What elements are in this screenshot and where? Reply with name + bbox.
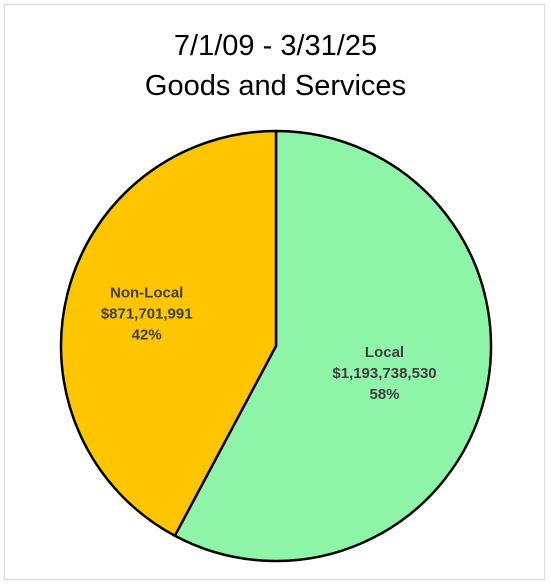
pie-slice-local — [173, 129, 493, 563]
label-value-non-local: $871,701,991 — [101, 306, 193, 323]
chart-title-line-2: Goods and Services — [144, 70, 407, 102]
data-label-local: Local $1,193,738,530 58% — [332, 344, 436, 403]
pie-slice-non-local — [59, 129, 278, 537]
label-percent-local: 58% — [369, 386, 399, 403]
label-category-local: Local — [365, 344, 404, 361]
data-label-non-local: Non-Local $871,701,991 42% — [101, 285, 193, 344]
label-percent-non-local: 42% — [132, 327, 162, 344]
label-category-non-local: Non-Local — [110, 285, 183, 302]
label-value-local: $1,193,738,530 — [332, 365, 436, 382]
chart-title-line-1: 7/1/09 - 3/31/25 — [173, 30, 378, 62]
